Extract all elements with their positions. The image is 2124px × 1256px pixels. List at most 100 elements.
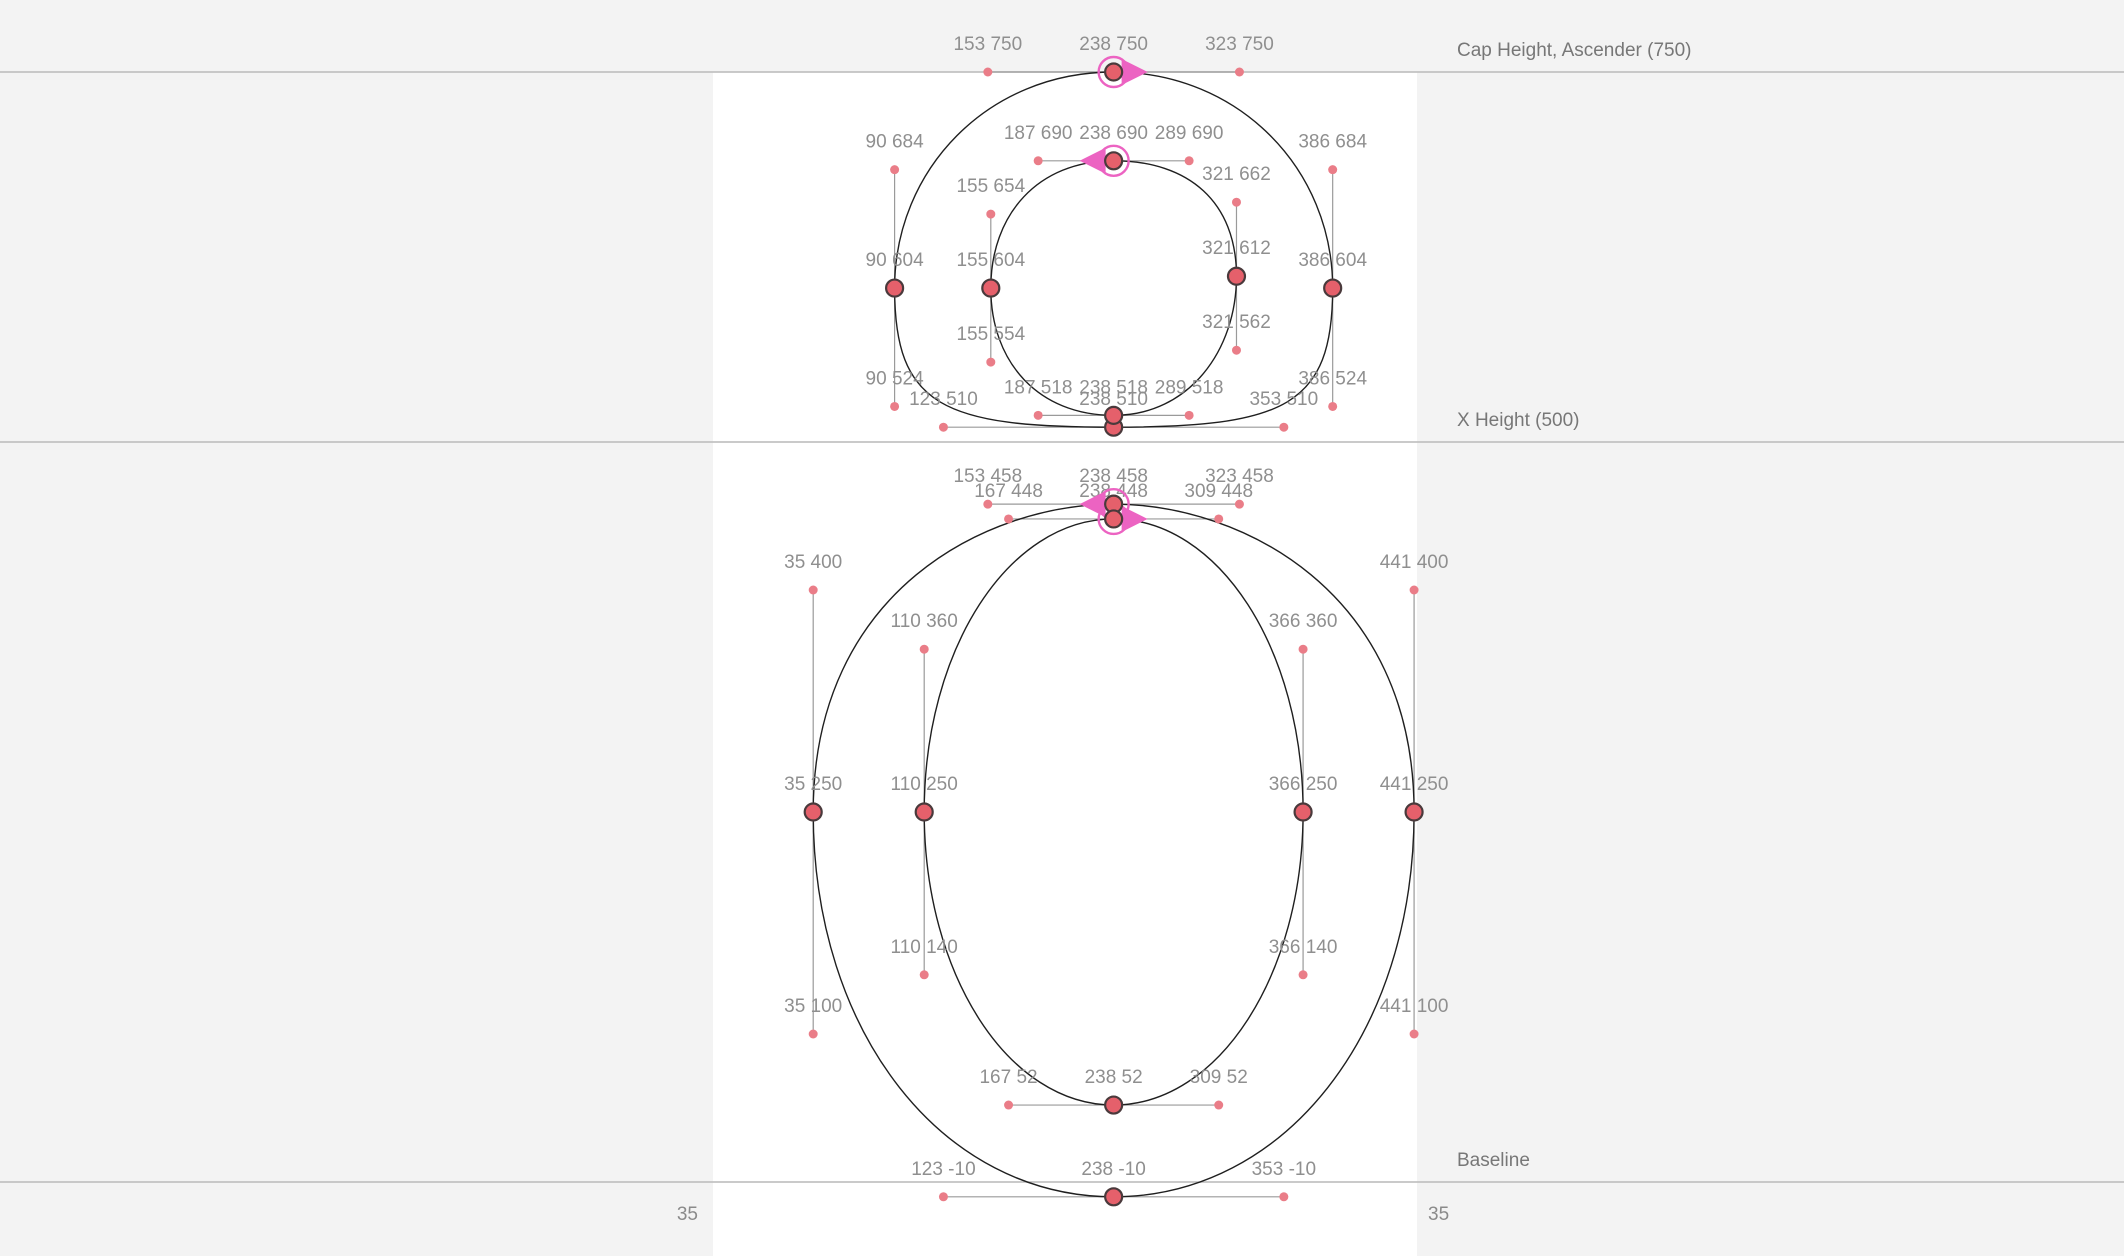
- off-curve-handle[interactable]: [808, 1029, 818, 1039]
- coordinate-label: 153 750: [953, 34, 1022, 55]
- coordinate-label: 366 360: [1269, 611, 1338, 632]
- off-curve-handle[interactable]: [1214, 1100, 1224, 1110]
- on-curve-node[interactable]: [884, 278, 905, 298]
- coordinate-label: 123 -10: [911, 1159, 975, 1180]
- coordinate-label: 238 750: [1079, 34, 1148, 55]
- right-sidebearing-label: 35: [1428, 1204, 1449, 1225]
- off-curve-handle[interactable]: [1184, 410, 1194, 420]
- coordinate-label: 321 662: [1202, 164, 1271, 185]
- coordinate-label: 441 250: [1380, 774, 1449, 795]
- coordinate-label: 110 250: [891, 774, 958, 795]
- on-curve-node[interactable]: [803, 802, 823, 822]
- off-curve-handle[interactable]: [1214, 514, 1224, 524]
- off-curve-handle[interactable]: [1231, 197, 1241, 207]
- coordinate-label: 238 510: [1079, 389, 1148, 410]
- off-curve-handle[interactable]: [919, 644, 929, 654]
- on-curve-node[interactable]: [1104, 151, 1124, 171]
- on-curve-node[interactable]: [1293, 802, 1313, 822]
- coordinate-label: 238 -10: [1081, 1159, 1145, 1180]
- coordinate-label: 167 448: [974, 481, 1043, 502]
- on-curve-node[interactable]: [1104, 1187, 1124, 1207]
- coordinate-label: 321 562: [1202, 312, 1271, 333]
- off-curve-handle[interactable]: [938, 422, 948, 432]
- coordinate-label: 153 458: [953, 466, 1022, 487]
- off-curve-handle[interactable]: [1004, 1100, 1014, 1110]
- off-curve-handle[interactable]: [1234, 499, 1244, 509]
- off-curve-handle[interactable]: [1298, 644, 1308, 654]
- off-curve-handle[interactable]: [1328, 401, 1338, 411]
- coordinate-label: 353 -10: [1252, 1159, 1316, 1180]
- off-curve-handle[interactable]: [1328, 165, 1338, 175]
- off-curve-handle[interactable]: [1033, 156, 1043, 166]
- x-height-label: X Height (500): [1457, 410, 1580, 431]
- coordinate-label: 386 604: [1298, 250, 1367, 271]
- off-curve-handle[interactable]: [1409, 1029, 1419, 1039]
- off-curve-handle[interactable]: [808, 585, 818, 595]
- coordinate-label: 35 250: [784, 774, 842, 795]
- coordinate-label: 187 518: [1004, 377, 1073, 398]
- off-curve-handle[interactable]: [1409, 585, 1419, 595]
- on-curve-node[interactable]: [1404, 802, 1424, 822]
- on-curve-node[interactable]: [1104, 1095, 1124, 1115]
- coordinate-label: 238 690: [1079, 123, 1148, 144]
- coordinate-label: 155 554: [956, 324, 1025, 345]
- off-curve-handle[interactable]: [1004, 514, 1014, 524]
- off-curve-handle[interactable]: [986, 357, 996, 367]
- direction-arrow: [1079, 147, 1106, 174]
- coordinate-label: 90 604: [866, 250, 925, 271]
- coordinate-label: 238 52: [1085, 1067, 1143, 1088]
- nodes[interactable]: [803, 62, 1424, 1207]
- coordinate-label: 366 250: [1269, 774, 1338, 795]
- on-curve-node[interactable]: [1104, 62, 1124, 82]
- coordinate-label: 386 684: [1298, 132, 1367, 153]
- direction-markers: [1079, 55, 1148, 536]
- coordinate-label: 366 140: [1269, 937, 1338, 958]
- off-curve-handle[interactable]: [890, 401, 900, 411]
- coordinate-label: 155 654: [956, 176, 1025, 197]
- off-curve-handle[interactable]: [983, 499, 993, 509]
- off-curve-handle[interactable]: [983, 67, 993, 77]
- coordinate-label: 289 690: [1155, 123, 1224, 144]
- direction-arrow: [1121, 505, 1148, 532]
- coordinate-label: 323 750: [1205, 34, 1274, 55]
- on-curve-node[interactable]: [914, 802, 934, 822]
- coordinate-label: 110 360: [891, 611, 958, 632]
- off-curve-handle[interactable]: [1184, 156, 1194, 166]
- off-curve-handle[interactable]: [919, 970, 929, 980]
- coordinate-label: 441 400: [1380, 552, 1449, 573]
- coordinate-label: 167 52: [979, 1067, 1037, 1088]
- coordinate-label: 321 612: [1202, 238, 1271, 259]
- off-curve-handle[interactable]: [1234, 67, 1244, 77]
- on-curve-node[interactable]: [1226, 266, 1247, 286]
- contour-start-marker: [1079, 144, 1130, 178]
- coordinate-label: 35 400: [784, 552, 842, 573]
- coordinate-label: 123 510: [909, 389, 978, 410]
- coordinate-label: 187 690: [1004, 123, 1073, 144]
- on-curve-node[interactable]: [1323, 278, 1343, 298]
- off-curve-handle[interactable]: [1033, 410, 1043, 420]
- left-sidebearing-label: 35: [677, 1204, 698, 1225]
- on-curve-node[interactable]: [1104, 509, 1124, 529]
- direction-arrow: [1079, 491, 1106, 518]
- coordinate-label: 90 684: [866, 132, 925, 153]
- off-curve-handle[interactable]: [890, 165, 900, 175]
- coordinate-label: 90 524: [866, 368, 925, 389]
- on-curve-node[interactable]: [1104, 405, 1124, 425]
- on-curve-node[interactable]: [981, 278, 1001, 298]
- coordinate-label: 386 524: [1298, 368, 1367, 389]
- off-curve-handle[interactable]: [1298, 970, 1308, 980]
- baseline-label: Baseline: [1457, 1150, 1530, 1171]
- glyph-advance-area: [713, 72, 1417, 1256]
- coordinate-label: 155 604: [956, 250, 1025, 271]
- off-curve-handle[interactable]: [938, 1192, 948, 1202]
- off-curve-handle[interactable]: [1279, 1192, 1289, 1202]
- direction-arrow: [1121, 59, 1148, 85]
- coordinate-labels: 153 750 238 750 323 750 90 684 187 690 238 69…: [784, 34, 1448, 1180]
- off-curve-handle[interactable]: [1279, 422, 1289, 432]
- off-curve-handle[interactable]: [986, 209, 996, 219]
- coordinate-label: 110 140: [891, 937, 958, 958]
- contour-start-marker: [1097, 55, 1148, 89]
- off-curve-handle[interactable]: [1231, 345, 1241, 355]
- coordinate-label: 353 510: [1249, 389, 1318, 410]
